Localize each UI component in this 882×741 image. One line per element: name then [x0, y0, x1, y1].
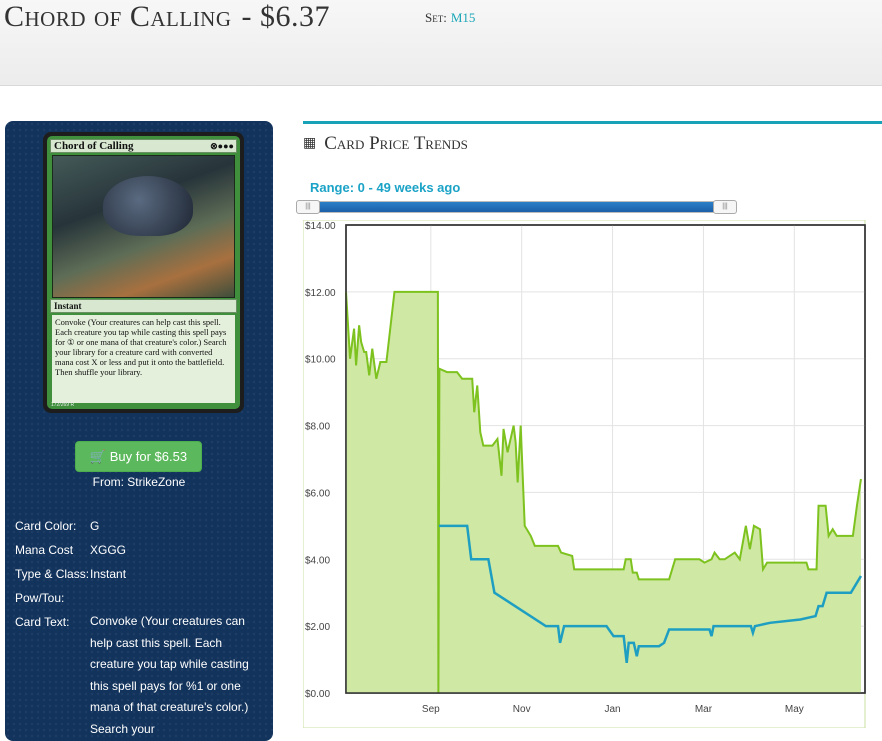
- price-trends-panel: ▦ Card Price Trends Range: 0 - 49 weeks a…: [296, 121, 882, 729]
- y-tick-label: $10.00: [305, 355, 336, 366]
- retail-price-line: [345, 290, 862, 694]
- y-tick-label: $8.00: [305, 422, 330, 433]
- card-image-type: Instant: [50, 299, 237, 313]
- info-row-text: Card Text: Convoke (Your creatures can he…: [15, 614, 249, 736]
- y-tick-label: $14.00: [305, 221, 336, 232]
- x-tick-label: Mar: [695, 704, 713, 715]
- shopping-cart-icon: 🛒: [89, 449, 107, 464]
- mana-symbols: ⊗●●●: [210, 141, 234, 151]
- info-row-powtou: Pow/Tou:: [15, 591, 65, 605]
- y-tick-label: $4.00: [305, 555, 330, 566]
- set-label: Set:: [425, 10, 447, 25]
- card-info-list: Card Color: G Mana Cost XGGG Type & Class:…: [15, 518, 250, 740]
- card-price: - $6.37: [241, 0, 331, 33]
- range-slider[interactable]: ||| |||: [296, 200, 737, 214]
- range-handle-start[interactable]: |||: [296, 200, 320, 214]
- range-slider-fill: [305, 202, 722, 212]
- x-tick-label: May: [785, 704, 804, 715]
- x-tick-label: Sep: [422, 704, 440, 715]
- trends-title: ▦ Card Price Trends: [303, 133, 468, 154]
- card-image-text: Convoke (Your creatures can help cast th…: [52, 315, 235, 403]
- seller-label: From: StrikeZone: [92, 475, 186, 489]
- range-label: Range: 0 - 49 weeks ago: [310, 180, 461, 195]
- info-row-type: Type & Class: Instant: [15, 567, 127, 581]
- accent-rule: [303, 121, 882, 124]
- y-tick-label: $6.00: [305, 488, 330, 499]
- buylist-price-line: [438, 524, 863, 664]
- set-info: Set: M15: [425, 10, 475, 26]
- y-tick-label: $2.00: [305, 622, 330, 633]
- info-row-color: Card Color: G: [15, 519, 100, 533]
- x-tick-label: Nov: [513, 704, 531, 715]
- card-image: Chord of Calling ⊗●●● Instant Convoke (Yo…: [43, 132, 244, 413]
- range-handle-end[interactable]: |||: [713, 200, 737, 214]
- card-artwork: [52, 155, 235, 298]
- chart-container: $0.00 $2.00 $4.00 $6.00 $8.00 $10.00 $12.00 $14…: [302, 219, 882, 733]
- plot-border: [345, 224, 866, 694]
- card-image-name: Chord of Calling ⊗●●●: [50, 139, 237, 153]
- card-name-title: Chord of Calling: [4, 0, 232, 33]
- y-tick-label: $0.00: [305, 689, 330, 700]
- retail-price-area: [346, 291, 861, 693]
- buy-button[interactable]: 🛒 Buy for $6.53: [75, 441, 202, 472]
- price-chart: $0.00 $2.00 $4.00 $6.00 $8.00 $10.00 $12.00 $14…: [302, 219, 866, 729]
- y-tick-label: $12.00: [305, 288, 336, 299]
- buy-button-label: Buy for $6.53: [109, 449, 188, 464]
- x-tick-label: Jan: [605, 704, 621, 715]
- set-link[interactable]: M15: [450, 10, 476, 25]
- card-image-footer: 172/269 R: [51, 402, 75, 408]
- calendar-icon: ▦: [303, 136, 317, 151]
- card-details-panel: Chord of Calling ⊗●●● Instant Convoke (Yo…: [5, 121, 273, 741]
- info-row-mana: Mana Cost XGGG: [15, 543, 127, 557]
- page-header: Chord of Calling - $6.37 Set: M15: [0, 0, 882, 86]
- page-title: Chord of Calling - $6.37: [4, 0, 330, 34]
